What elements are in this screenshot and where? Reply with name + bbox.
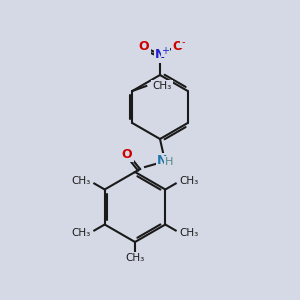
Text: O: O: [173, 40, 183, 52]
Text: CH₃: CH₃: [179, 227, 198, 238]
Text: CH₃: CH₃: [72, 227, 91, 238]
Text: +: +: [161, 46, 169, 56]
Text: CH₃: CH₃: [72, 176, 91, 187]
Text: O: O: [139, 40, 149, 53]
Text: CH₃: CH₃: [125, 253, 145, 263]
Text: H: H: [165, 157, 173, 167]
Text: O: O: [122, 148, 132, 160]
Text: CH₃: CH₃: [152, 81, 172, 91]
Text: N: N: [157, 154, 167, 167]
Text: CH₃: CH₃: [179, 176, 198, 187]
Text: N: N: [155, 49, 165, 62]
Text: -: -: [181, 37, 185, 47]
